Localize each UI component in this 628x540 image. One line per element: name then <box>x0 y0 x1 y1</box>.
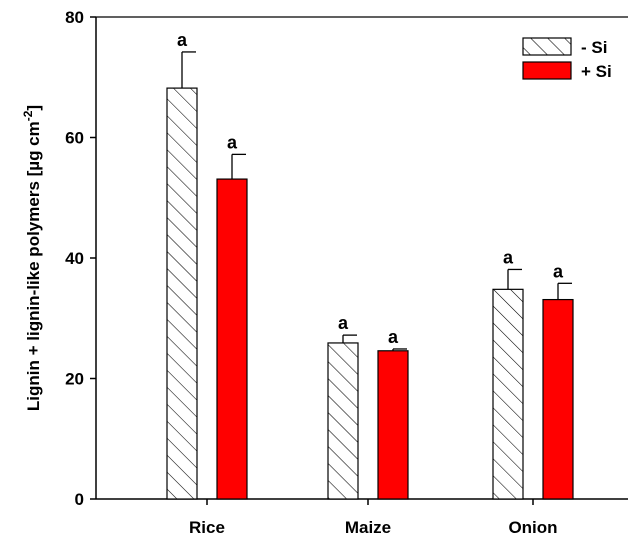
x-tick-label: Rice <box>189 518 225 537</box>
significance-label: a <box>388 327 399 347</box>
y-axis-label-superscript: -2 <box>21 110 35 121</box>
y-tick-label: 20 <box>65 370 84 389</box>
plot-area: 0 20 40 60 80 a a Rice a a Maize a a Onion <box>65 8 628 537</box>
bar <box>542 298 574 500</box>
bar <box>492 288 524 500</box>
significance-label: a <box>338 313 349 333</box>
x-tick-label: Onion <box>508 518 557 537</box>
y-tick-label: 80 <box>65 8 84 27</box>
significance-label: a <box>177 30 188 50</box>
bar <box>166 87 198 500</box>
legend-swatch <box>522 61 572 80</box>
x-tick-label: Maize <box>345 518 391 537</box>
y-tick-label: 60 <box>65 129 84 148</box>
significance-label: a <box>503 247 514 267</box>
y-tick-label: 40 <box>65 249 84 268</box>
legend-label: - Si <box>581 38 607 57</box>
significance-label: a <box>227 132 238 152</box>
bar <box>327 342 359 500</box>
legend-label: + Si <box>581 62 612 81</box>
y-axis-label: Lignin + lignin-like polymers [µg cm-2] <box>21 105 43 411</box>
y-tick-label: 0 <box>75 490 84 509</box>
bar <box>377 350 409 500</box>
legend-swatch <box>522 37 572 56</box>
bar <box>216 178 248 500</box>
legend: - Si + Si <box>522 37 612 81</box>
significance-label: a <box>553 261 564 281</box>
